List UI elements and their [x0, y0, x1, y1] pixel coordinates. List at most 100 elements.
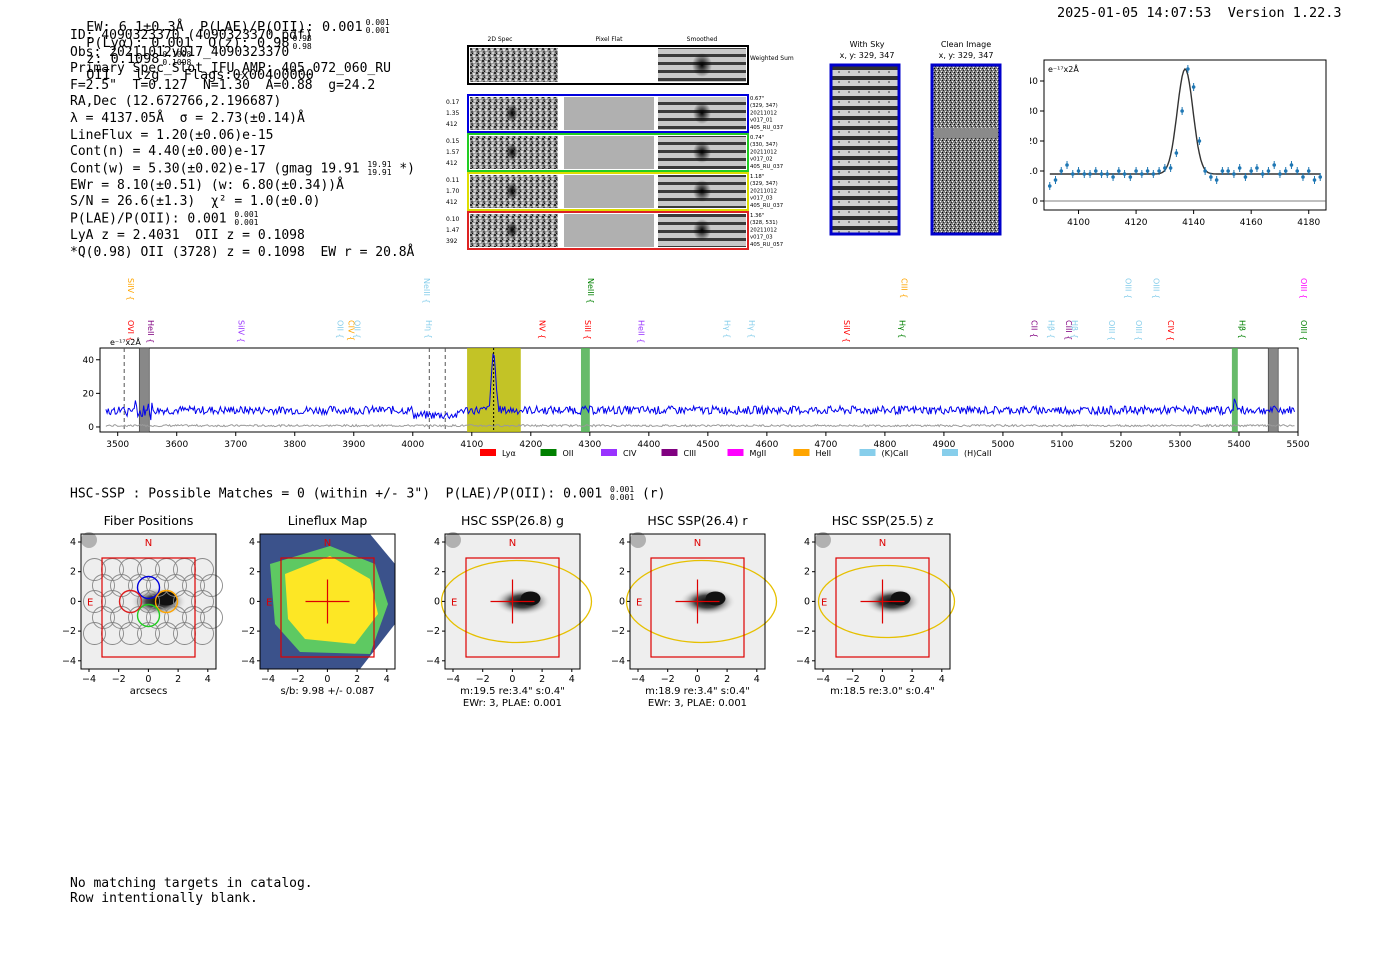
spectrum-legend-swatch — [480, 449, 496, 456]
zoom-point — [1128, 175, 1133, 179]
hsc-xtick-label: 4 — [205, 674, 211, 685]
zoom-point — [1186, 67, 1190, 71]
zoom-point — [1318, 175, 1323, 179]
spectrum-xtick-label: 4200 — [519, 440, 542, 450]
cutout-right-value: 405_RU_037 — [750, 164, 783, 170]
hsc-ytick-label: 2 — [70, 567, 76, 578]
zoom-xtick-label: 4160 — [1240, 218, 1263, 228]
spectrum-legend: Lyα OII CIV CIII MgII HeII (K)CaII (H)CaII — [480, 449, 991, 458]
spectrum-legend-swatch — [859, 449, 876, 456]
spectrum-line-label: Hη { — [424, 320, 433, 339]
fiber-circle — [110, 574, 133, 597]
hsc-compass-n: N — [879, 538, 886, 549]
footer-block: No matching targets in catalog. Row inte… — [70, 876, 313, 906]
fiber-highlight — [118, 589, 143, 614]
zoom-point — [1157, 169, 1161, 173]
sky-panel: With Sky x, y: 329, 347 Clean Image x, y… — [829, 40, 1002, 236]
spectrum-line-label: Hγ { — [747, 320, 756, 338]
zoom-point — [1214, 178, 1219, 182]
fiber-circle — [200, 574, 223, 597]
cutout-right-value: 20211012 — [750, 149, 777, 155]
cutout-row: 0.11 1.70 412 1.18"(329, 347)20211012 v017_0… — [446, 172, 783, 211]
spectrum-line — [105, 353, 1295, 421]
cutout-right-value: 1.36" — [750, 213, 764, 219]
fiber-highlight — [136, 575, 161, 600]
spectrum-ytick-label: 0 — [88, 423, 94, 433]
zoom-point — [1220, 169, 1225, 173]
hsc-xtick-label: 0 — [509, 674, 515, 685]
hsc-ytick-label: −4 — [611, 656, 625, 667]
zoom-point — [1163, 166, 1167, 170]
sky-with-title: With Sky — [850, 40, 885, 49]
hsc-caption: m:19.5 re:3.4" s:0.4" — [460, 686, 565, 697]
zoom-xtick-label: 4140 — [1182, 218, 1205, 228]
header-version: Version 1.22.3 — [1227, 5, 1342, 21]
cutout-left-value: 0.15 — [446, 138, 460, 145]
hsc-corner-star — [445, 532, 461, 548]
cutout-left-value: 1.35 — [446, 110, 460, 117]
spectrum-line-label: OVI { — [126, 320, 135, 342]
spectrum-legend-label: CIV — [623, 449, 637, 458]
hsc-compass-e: E — [266, 598, 272, 609]
cutouts-panel: 2D Spec Pixel Flat Smoothed Weighted Sum… — [446, 36, 794, 250]
cutout-spec-blob — [506, 221, 518, 239]
zoom-point — [1099, 172, 1104, 176]
cutout-left-value: 0.11 — [446, 177, 460, 184]
cutout-smooth-blob — [693, 141, 711, 163]
zoom-point — [1134, 169, 1138, 173]
sky-clean-xy: x, y: 329, 347 — [939, 51, 994, 60]
hsc-ytick-label: −4 — [426, 656, 440, 667]
hsc-panel: HSC SSP(25.5) z N E 4 2 0 −2 −4 −4 −2 0 2 4 m:18.5 re… — [796, 513, 956, 697]
spectrum-line-label: OIII { — [1299, 278, 1308, 299]
cutout-right-value: v017_02 — [750, 157, 773, 163]
spectrum-xtick-label: 4000 — [401, 440, 424, 450]
info-id: ID: 4090323370 (4090323370.pdf) — [70, 28, 313, 43]
spectrum-error-line — [105, 423, 1295, 428]
header-tail: OII lzg Flags:0x00400000 — [86, 67, 314, 83]
zoom-point — [1140, 172, 1144, 176]
spectrum-xtick-label: 5200 — [1110, 440, 1133, 450]
cutout-flat — [564, 214, 654, 247]
info-contw: Cont(w) = 5.30(±0.02)e-17 (gmag 19.91 19… — [70, 160, 415, 178]
fiber-circle — [146, 606, 169, 629]
zoom-point — [1151, 172, 1156, 176]
cut-col-smooth: Smoothed — [687, 36, 718, 43]
fiber-circle — [83, 590, 106, 613]
zoom-point — [1053, 178, 1058, 182]
spectrum-xtick-label: 4700 — [814, 440, 837, 450]
cutout-right-value: 1.18" — [750, 174, 764, 180]
hsc-compass-e: E — [87, 598, 93, 609]
fiber-circle — [182, 574, 205, 597]
zoom-ytick-label: 40 — [1030, 77, 1038, 87]
fiber-circle — [119, 622, 142, 645]
fiber-circle — [200, 606, 223, 629]
lineflux-corner — [370, 534, 395, 564]
hsc-ytick-label: 4 — [619, 537, 625, 548]
fiber-circle — [146, 574, 169, 597]
hsc-panel-title: Lineflux Map — [288, 513, 368, 528]
fiber-highlight — [154, 589, 179, 614]
header-q-hi: 0.98 — [292, 34, 312, 43]
hsc-search-box — [650, 557, 745, 658]
spectrum-xtick-label: 3800 — [283, 440, 306, 450]
zoom-point — [1191, 85, 1196, 89]
spectrum-line-label: Hγ { — [722, 320, 731, 338]
header-plya-q: P(Lyα): 0.001 Q(z): 0.98 — [86, 35, 290, 51]
spectrum-line-label: OII { — [335, 320, 344, 339]
zoom-point — [1174, 151, 1179, 155]
hsc-ytick-label: 4 — [804, 537, 810, 548]
hsc-ytick-label: 2 — [619, 567, 625, 578]
cutout-right-value: (330, 347) — [750, 142, 778, 148]
zoom-point — [1226, 169, 1230, 173]
sky-clean-image — [930, 63, 1002, 236]
fiber-circle — [92, 574, 115, 597]
cutout-right-value: v017_03 — [750, 196, 773, 202]
spectrum-line-label: HeII { — [146, 320, 155, 343]
cutout-right-value: (329, 347) — [750, 103, 778, 109]
spectrum-mask — [1267, 347, 1279, 433]
spectrum-band — [1231, 348, 1238, 432]
spectrum-line-label: OIII { — [1134, 320, 1143, 341]
cutout-left-value: 1.57 — [446, 149, 460, 156]
zoom-point — [1301, 175, 1305, 179]
